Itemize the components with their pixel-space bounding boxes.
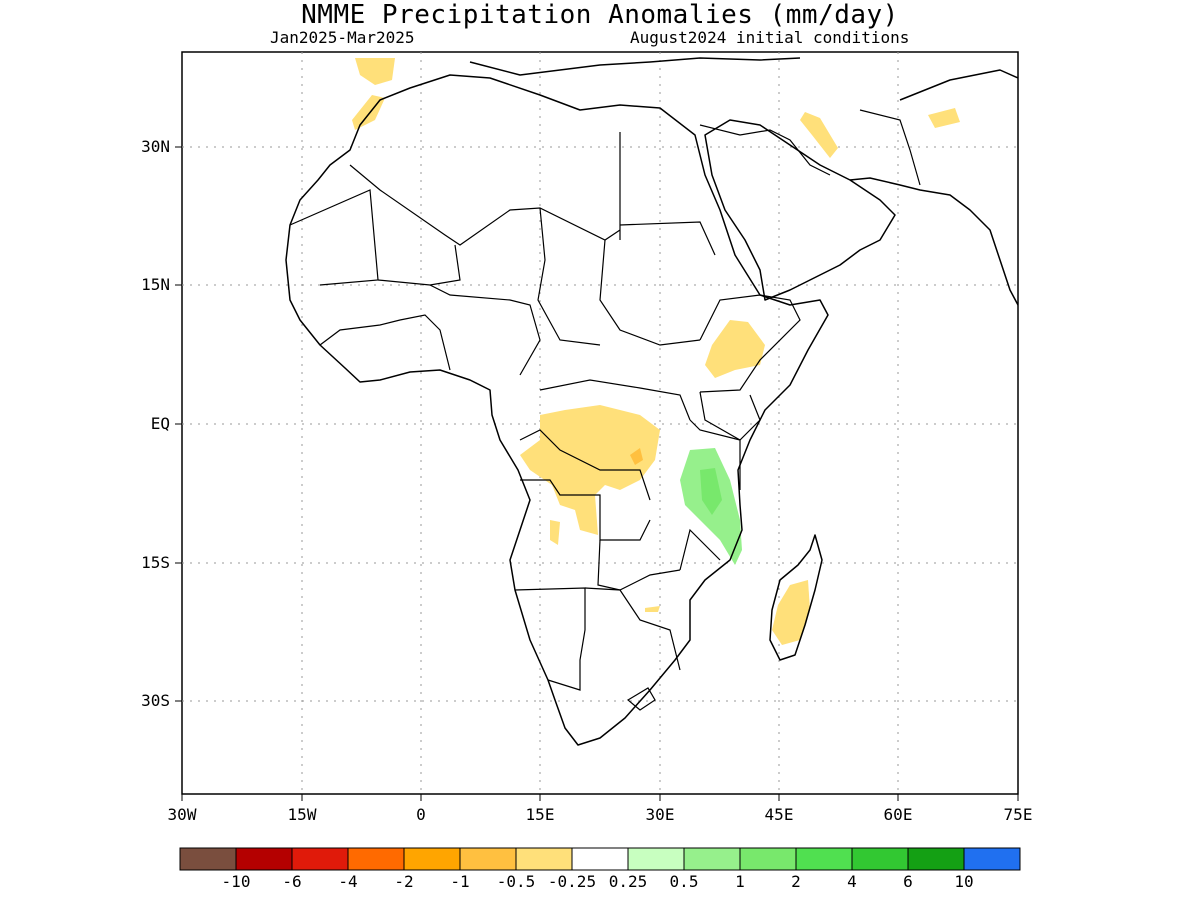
- arabia-dry-spot: [800, 112, 838, 158]
- border-chad: [537, 207, 601, 346]
- border-botswana: [584, 587, 681, 671]
- colorbar-label: -6: [282, 872, 302, 891]
- border-kenya: [699, 391, 761, 441]
- persia-coastline: [849, 177, 1018, 306]
- europe-coastline: [469, 57, 801, 76]
- colorbar: [179, 847, 1021, 871]
- madagascar-coastline: [769, 534, 823, 661]
- lat-label-30n: 30N: [141, 137, 170, 156]
- colorbar-label: 0.25: [608, 872, 648, 891]
- season-subtitle: Jan2025-Mar2025: [270, 28, 415, 47]
- map-frame: [181, 51, 1019, 795]
- border-zambia: [597, 539, 681, 591]
- border-mozambique: [679, 528, 721, 571]
- border-maghreb: [349, 164, 621, 246]
- ethiopia-dry-region: [705, 320, 765, 378]
- lat-label-30s: 30S: [141, 691, 170, 710]
- border-iran: [859, 109, 921, 186]
- border-mali-niger: [377, 244, 461, 286]
- border-congo: [539, 379, 691, 421]
- lon-label-0: 0: [416, 805, 426, 824]
- colorbar-label: -1: [450, 872, 470, 891]
- lon-label-15e: 15E: [525, 805, 555, 824]
- colorbar-label: 10: [954, 872, 974, 891]
- lon-label-60e: 60E: [883, 805, 913, 824]
- central-africa-orange-spot: [630, 448, 643, 465]
- madagascar-dry-region: [772, 580, 810, 645]
- colorbar-swatch: [963, 847, 1021, 871]
- axis-ticks: [175, 146, 1019, 801]
- lat-label-15n: 15N: [141, 275, 170, 294]
- lon-label-30e: 30E: [645, 805, 675, 824]
- border-west-africa: [319, 314, 451, 371]
- lon-label-30w: 30W: [167, 805, 197, 824]
- colorbar-swatch: [795, 847, 853, 871]
- border-sahara-sahel: [289, 189, 379, 286]
- colorbar-swatch: [179, 847, 237, 871]
- colorbar-label: 1: [735, 872, 745, 891]
- colorbar-label: -10: [221, 872, 251, 891]
- colorbar-swatch: [347, 847, 405, 871]
- central-africa-dry-region: [520, 405, 660, 535]
- border-south-africa-lesotho: [626, 687, 656, 711]
- border-nigeria: [429, 284, 541, 376]
- colorbar-swatch: [235, 847, 293, 871]
- border-sudan: [619, 221, 716, 256]
- colorbar-swatch: [907, 847, 965, 871]
- colorbar-swatch: [291, 847, 349, 871]
- colorbar-label: -4: [338, 872, 358, 891]
- east-africa-wet-core: [700, 468, 722, 515]
- border-namibia: [514, 587, 586, 691]
- africa-coastline: [285, 74, 829, 746]
- central-asia-dry-spot: [928, 108, 960, 128]
- colorbar-swatch: [571, 847, 629, 871]
- colorbar-label: -0.5: [496, 872, 536, 891]
- asia-coastline: [899, 69, 1018, 101]
- lat-label-15s: 15S: [141, 553, 170, 572]
- mozambique-dry-spot: [645, 606, 660, 612]
- colorbar-swatch: [627, 847, 685, 871]
- lon-label-45e: 45E: [764, 805, 794, 824]
- chart-title: NMME Precipitation Anomalies (mm/day): [301, 0, 899, 30]
- border-central: [519, 429, 651, 501]
- colorbar-swatch: [403, 847, 461, 871]
- colorbar-label: -0.25: [547, 872, 597, 891]
- colorbar-swatch: [683, 847, 741, 871]
- colorbar-swatch: [459, 847, 517, 871]
- borders: [289, 109, 921, 711]
- border-angola: [520, 479, 651, 541]
- lat-label-eq: EQ: [150, 414, 170, 433]
- border-tanzania: [689, 419, 741, 490]
- angola-dry-spot: [550, 520, 560, 545]
- colorbar-label: -2: [394, 872, 414, 891]
- colorbar-swatch: [851, 847, 909, 871]
- lon-label-75e: 75E: [1003, 805, 1033, 824]
- colorbar-label: 6: [903, 872, 913, 891]
- colorbar-label: 4: [847, 872, 857, 891]
- anomaly-shading: [352, 58, 960, 645]
- coastlines: [285, 57, 1018, 746]
- border-sudan-south: [599, 239, 701, 346]
- colorbar-label: 2: [791, 872, 801, 891]
- colorbar-label: 0.5: [669, 872, 699, 891]
- lon-label-15w: 15W: [287, 805, 317, 824]
- nw-africa-dry-region: [355, 58, 395, 85]
- colorbar-swatch: [515, 847, 573, 871]
- arabia-coastline: [704, 119, 896, 301]
- border-ethiopia: [699, 294, 801, 393]
- colorbar-swatch: [739, 847, 797, 871]
- border-middle-east: [699, 124, 831, 176]
- init-subtitle: August2024 initial conditions: [630, 28, 910, 47]
